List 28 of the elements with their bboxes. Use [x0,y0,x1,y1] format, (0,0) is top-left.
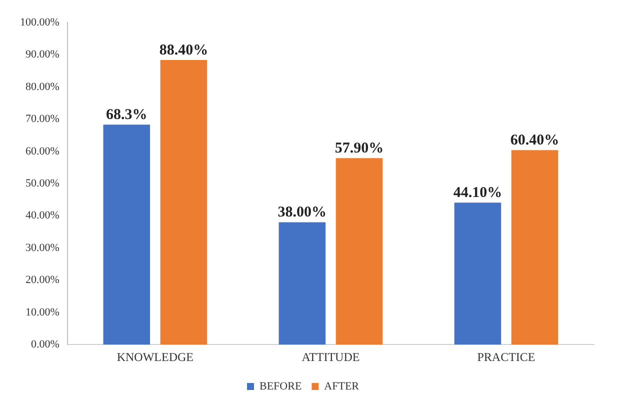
x-tick-label: KNOWLEDGE [116,350,194,364]
bar [103,124,150,345]
y-tick-label: 60.00% [25,145,60,158]
x-tick-label: ATTITUDE [302,350,360,364]
y-tick-label: 90.00% [25,48,60,61]
x-tick-label: PRACTICE [477,350,536,364]
y-tick-label: 50.00% [25,177,60,190]
bar [278,222,326,345]
data-label: 38.00% [278,204,327,221]
data-label: 57.90% [334,140,384,157]
data-label: 88.40% [159,42,208,58]
bar [160,60,208,345]
data-label: 68.3% [106,107,148,124]
legend-label: AFTER [324,380,360,392]
data-label: 60.40% [510,132,560,148]
bar [454,202,502,345]
bar [511,150,558,345]
y-tick-label: 0.00% [30,338,60,350]
y-tick-label: 80.00% [25,80,60,93]
y-tick-label: 30.00% [25,242,60,254]
y-tick-label: 70.00% [25,113,60,126]
y-tick-label: 40.00% [25,210,60,222]
data-label: 44.10% [453,184,502,201]
legend-label: BEFORE [259,380,302,392]
y-tick-label: 100.00% [20,16,60,28]
bar [336,158,383,345]
y-tick-label: 20.00% [25,274,60,286]
y-tick-label: 10.00% [25,306,60,318]
